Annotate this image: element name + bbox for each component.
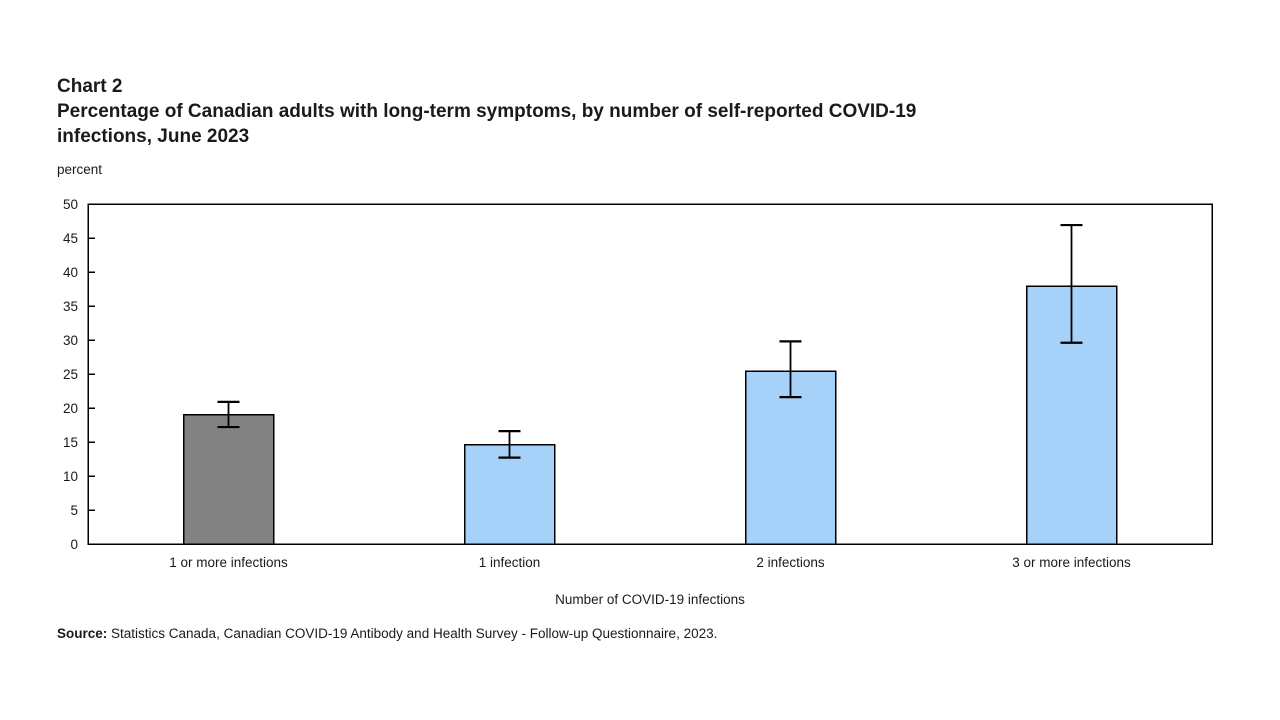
y-axis-unit-label: percent xyxy=(57,162,103,177)
y-axis-tick-label: 25 xyxy=(63,367,78,382)
source-text: Statistics Canada, Canadian COVID-19 Ant… xyxy=(107,626,718,641)
y-axis-tick-label: 45 xyxy=(63,231,78,246)
y-axis-tick-label: 20 xyxy=(63,401,78,416)
y-axis-tick-label: 10 xyxy=(63,469,78,484)
plot-area xyxy=(87,203,1213,545)
y-axis-tick-label: 0 xyxy=(70,537,78,552)
chart-title-line2: infections, June 2023 xyxy=(57,126,250,147)
chart-header: Chart 2 Percentage of Canadian adults wi… xyxy=(57,74,916,149)
x-axis-category-label: 1 or more infections xyxy=(169,555,288,570)
chart-title-line1: Percentage of Canadian adults with long-… xyxy=(57,101,917,122)
chart-number-label: Chart 2 xyxy=(57,76,123,97)
source-note: Source: Statistics Canada, Canadian COVI… xyxy=(57,626,717,641)
y-axis-tick-label: 5 xyxy=(70,503,78,518)
bar-1 xyxy=(182,414,275,545)
y-axis-tick-label: 15 xyxy=(63,435,78,450)
x-axis-category-label: 2 infections xyxy=(756,555,825,570)
y-axis-tick-label: 50 xyxy=(63,197,78,212)
x-axis-category-label: 1 infection xyxy=(479,555,541,570)
bar-2 xyxy=(463,443,556,545)
x-axis-category-label: 3 or more infections xyxy=(1012,555,1131,570)
bar-3 xyxy=(744,370,837,545)
x-axis-title: Number of COVID-19 infections xyxy=(555,592,745,607)
source-label: Source: xyxy=(57,626,108,641)
y-axis-tick-label: 40 xyxy=(63,265,78,280)
y-axis-tick-label: 30 xyxy=(63,333,78,348)
chart-title: Percentage of Canadian adults with long-… xyxy=(57,99,916,149)
y-axis-tick-label: 35 xyxy=(63,299,78,314)
